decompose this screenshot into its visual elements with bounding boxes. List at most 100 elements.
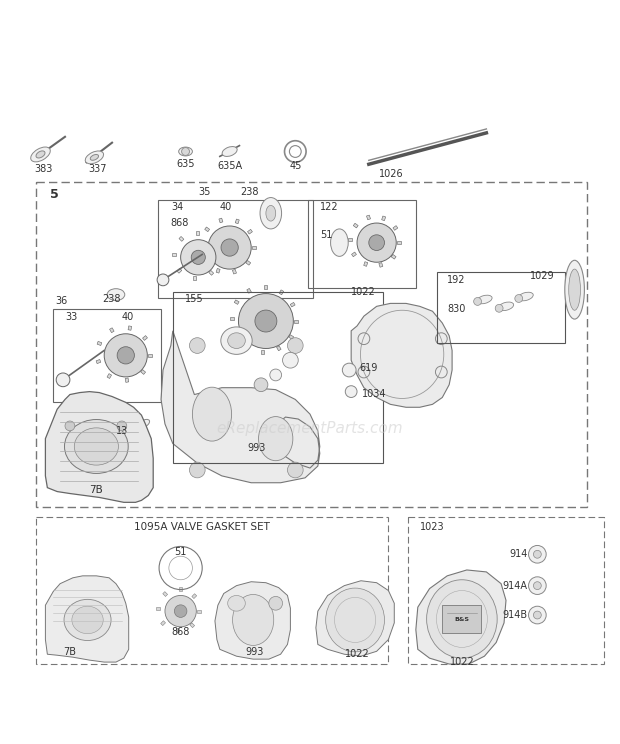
Circle shape — [65, 421, 75, 431]
Circle shape — [533, 582, 541, 589]
Text: 914: 914 — [509, 549, 528, 559]
Bar — [442, 605, 482, 632]
Bar — [232, 333, 237, 337]
Bar — [353, 223, 358, 228]
Ellipse shape — [64, 600, 111, 641]
Bar — [216, 269, 220, 273]
Bar — [382, 216, 386, 221]
Ellipse shape — [330, 229, 348, 257]
Ellipse shape — [107, 289, 125, 301]
Ellipse shape — [228, 595, 246, 611]
Ellipse shape — [518, 292, 533, 301]
Circle shape — [117, 421, 126, 431]
Bar — [96, 359, 101, 364]
Circle shape — [208, 226, 251, 269]
Bar — [264, 285, 267, 289]
Circle shape — [495, 304, 503, 312]
Text: 830: 830 — [447, 304, 466, 314]
Bar — [179, 587, 182, 591]
Bar — [366, 215, 371, 219]
Text: 40: 40 — [220, 202, 232, 212]
Circle shape — [254, 378, 268, 391]
Text: 51: 51 — [174, 548, 187, 557]
Text: 868: 868 — [172, 626, 190, 637]
Ellipse shape — [192, 387, 232, 441]
Circle shape — [515, 295, 523, 302]
Ellipse shape — [137, 420, 149, 429]
Bar — [289, 335, 294, 339]
Polygon shape — [316, 581, 394, 656]
Text: 45: 45 — [289, 161, 301, 171]
Bar — [192, 594, 197, 599]
Text: 7B: 7B — [89, 484, 104, 495]
Text: 238: 238 — [240, 187, 259, 196]
Text: 7B: 7B — [63, 647, 76, 657]
Text: 993: 993 — [245, 647, 264, 657]
Ellipse shape — [565, 260, 585, 319]
Bar — [53, 310, 161, 403]
Bar — [35, 182, 587, 507]
Text: 635A: 635A — [217, 161, 242, 171]
Ellipse shape — [74, 428, 118, 465]
Circle shape — [533, 551, 541, 558]
Polygon shape — [351, 304, 452, 407]
Circle shape — [357, 223, 396, 262]
Bar — [35, 517, 388, 664]
Circle shape — [255, 310, 277, 332]
Ellipse shape — [232, 594, 274, 646]
Text: 33: 33 — [65, 312, 78, 322]
Polygon shape — [161, 331, 320, 483]
Text: 914A: 914A — [503, 580, 528, 591]
Text: 35: 35 — [198, 187, 210, 196]
Bar — [352, 252, 356, 257]
Text: 1022: 1022 — [345, 650, 370, 659]
Circle shape — [342, 363, 356, 377]
Bar — [348, 238, 352, 241]
Bar — [125, 378, 129, 382]
Bar — [279, 290, 283, 295]
Bar — [437, 272, 565, 342]
Circle shape — [283, 353, 298, 368]
Bar — [193, 277, 197, 280]
Bar — [209, 270, 214, 275]
Circle shape — [533, 611, 541, 619]
Text: 192: 192 — [447, 275, 466, 285]
Bar — [234, 300, 239, 304]
Circle shape — [288, 462, 303, 478]
Circle shape — [288, 338, 303, 353]
Ellipse shape — [326, 588, 384, 652]
Bar — [247, 229, 252, 234]
Text: 383: 383 — [34, 164, 53, 174]
Text: 36: 36 — [55, 296, 68, 307]
Circle shape — [180, 240, 216, 275]
Circle shape — [191, 250, 205, 264]
Circle shape — [528, 577, 546, 594]
Ellipse shape — [498, 302, 513, 311]
Text: 914B: 914B — [502, 610, 528, 620]
Text: 1029: 1029 — [530, 271, 555, 281]
Bar — [294, 320, 298, 322]
Circle shape — [117, 347, 135, 364]
Bar — [246, 260, 250, 265]
Circle shape — [369, 235, 384, 251]
Bar — [290, 302, 295, 307]
Bar — [232, 269, 236, 274]
Circle shape — [174, 605, 187, 618]
Circle shape — [221, 239, 238, 256]
Bar — [143, 336, 148, 340]
Text: 1022: 1022 — [350, 286, 375, 297]
Text: 238: 238 — [102, 295, 121, 304]
Ellipse shape — [179, 147, 192, 156]
Ellipse shape — [260, 198, 281, 229]
Bar — [148, 354, 153, 357]
Circle shape — [190, 462, 205, 478]
Text: 337: 337 — [88, 164, 107, 174]
Text: 155: 155 — [185, 295, 203, 304]
Bar — [247, 289, 251, 293]
Bar — [205, 227, 210, 231]
Text: 5: 5 — [50, 188, 59, 201]
Text: 1026: 1026 — [379, 169, 403, 179]
Circle shape — [239, 294, 293, 348]
Bar — [197, 609, 202, 612]
Text: 40: 40 — [122, 312, 134, 322]
